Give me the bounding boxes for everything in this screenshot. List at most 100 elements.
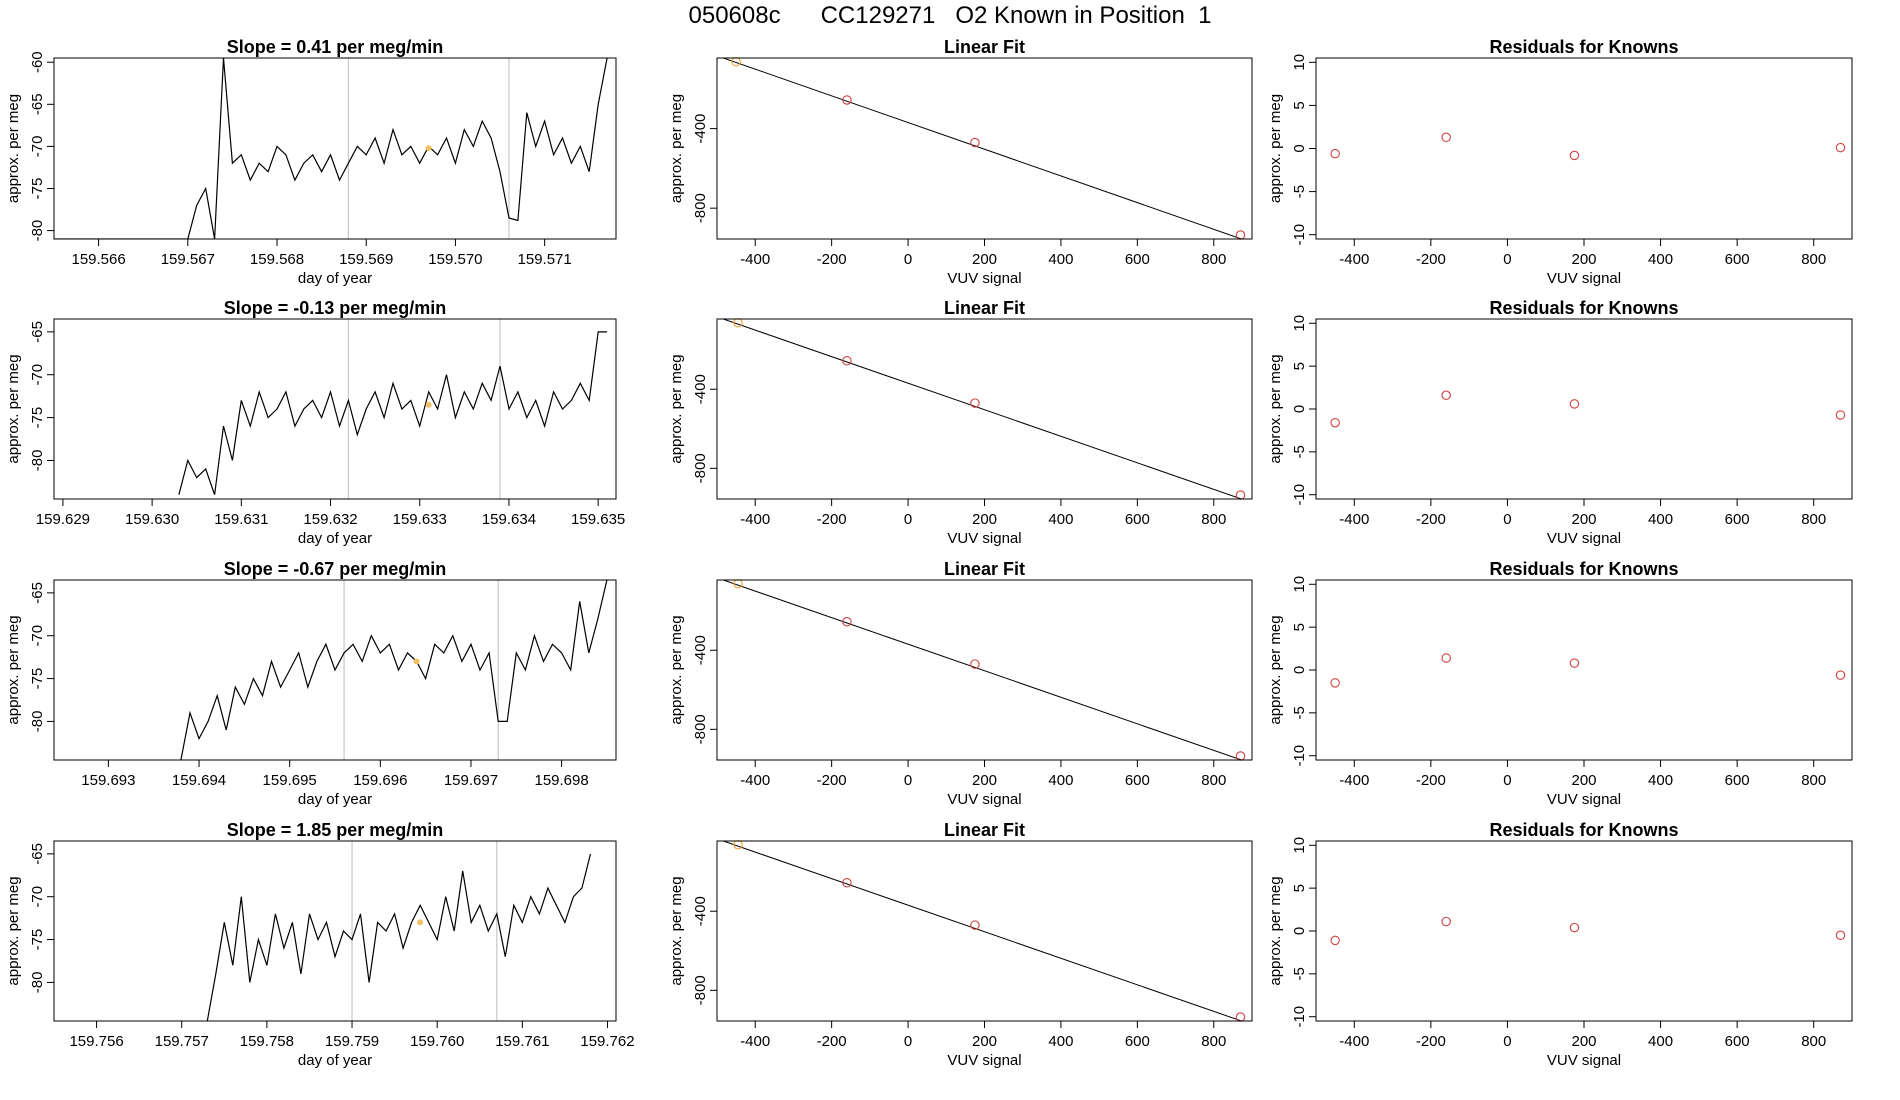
x-tick-label: 800 xyxy=(1801,251,1826,268)
x-axis-label: VUV signal xyxy=(947,530,1021,547)
y-tick-label: -75 xyxy=(29,929,46,951)
panel-frame xyxy=(1315,840,1853,1022)
y-tick-label: -10 xyxy=(1291,224,1308,246)
data-point xyxy=(1569,922,1580,933)
data-point xyxy=(842,616,852,627)
x-axis-label: VUV signal xyxy=(1547,530,1621,547)
y-tick-label: -80 xyxy=(29,711,46,733)
data-point xyxy=(1569,150,1580,161)
x-axis-label: day of year xyxy=(298,791,372,808)
x-tick-label: 200 xyxy=(972,251,997,268)
y-tick-label: 5 xyxy=(1291,623,1308,631)
panel-2-1: Slope = -0.13 per meg/min 159.629 159.630 1… xyxy=(5,298,625,547)
y-tick-label: -60 xyxy=(29,51,46,73)
x-tick-label: 0 xyxy=(904,1033,912,1050)
y-tick-label: -70 xyxy=(29,136,46,158)
x-tick-label: 800 xyxy=(1801,772,1826,789)
x-tick-label: 200 xyxy=(1571,251,1596,268)
x-tick-label: 800 xyxy=(1801,1033,1826,1050)
data-point xyxy=(970,659,980,669)
y-tick-label: 10 xyxy=(1291,837,1308,854)
x-tick-label: 159.696 xyxy=(353,772,407,789)
x-tick-label: -200 xyxy=(1416,511,1446,528)
data-point xyxy=(1235,490,1246,500)
x-tick-label: 400 xyxy=(1048,772,1073,789)
data-point xyxy=(1835,670,1846,680)
x-tick-label: 800 xyxy=(1801,511,1826,528)
y-tick-label: -5 xyxy=(1291,185,1308,198)
y-tick-label: -5 xyxy=(1291,706,1308,719)
data-point xyxy=(1569,399,1580,409)
data-layer xyxy=(206,853,592,1021)
x-tick-label: -200 xyxy=(817,251,847,268)
panel-4-2: Linear Fit -400 -200 0 200 400 600 800 VUV signa… xyxy=(668,820,1253,1069)
x-tick-label: -400 xyxy=(1339,772,1369,789)
y-tick-label: -65 xyxy=(29,93,46,115)
x-tick-label: 400 xyxy=(1048,1033,1073,1050)
panel-3-2: Linear Fit -400 -200 0 200 400 600 800 VUV signa… xyxy=(668,559,1253,808)
x-tick-label: -200 xyxy=(817,511,847,528)
x-axis-label: day of year xyxy=(298,530,372,547)
x-tick-label: 159.698 xyxy=(534,772,588,789)
series-line xyxy=(178,331,608,495)
data-point xyxy=(1235,230,1246,240)
y-tick-label: -75 xyxy=(29,407,46,429)
data-layer xyxy=(54,58,608,239)
x-tick-label: 800 xyxy=(1201,251,1226,268)
y-tick-label: -65 xyxy=(29,582,46,604)
x-tick-label: 159.756 xyxy=(69,1033,123,1050)
panel-title: Residuals for Knowns xyxy=(1489,37,1678,57)
y-tick-label: 5 xyxy=(1291,101,1308,109)
x-tick-label: 159.694 xyxy=(172,772,226,789)
x-axis-label: VUV signal xyxy=(1547,791,1621,808)
data-point xyxy=(1835,930,1846,941)
fit-line xyxy=(721,319,1244,499)
data-layer xyxy=(721,319,1244,499)
y-tick-label: -75 xyxy=(29,178,46,200)
data-point xyxy=(970,398,980,408)
panel-frame xyxy=(716,579,1253,761)
x-tick-label: -400 xyxy=(740,511,770,528)
series-line xyxy=(180,580,608,760)
x-tick-label: 400 xyxy=(1048,511,1073,528)
y-tick-label: 10 xyxy=(1291,54,1308,71)
x-tick-label: -400 xyxy=(740,772,770,789)
data-point xyxy=(1569,658,1580,668)
x-axis-label: VUV signal xyxy=(1547,1052,1621,1069)
x-tick-label: 159.629 xyxy=(36,511,90,528)
panel-4-3: Residuals for Knowns -400 -200 0 200 400 600 80… xyxy=(1267,820,1853,1069)
data-point xyxy=(1441,390,1451,401)
x-tick-label: 0 xyxy=(1503,772,1511,789)
data-layer xyxy=(721,580,1244,760)
panel-1-1: Slope = 0.41 per meg/min 159.566 159.567 15… xyxy=(5,37,617,287)
panel-title: Slope = -0.13 per meg/min xyxy=(224,298,447,318)
fit-line xyxy=(721,580,1244,760)
y-tick-label: -10 xyxy=(1291,484,1308,506)
y-tick-label: -10 xyxy=(1291,745,1308,767)
y-tick-label: 10 xyxy=(1291,576,1308,593)
y-tick-label: -70 xyxy=(29,886,46,908)
x-tick-label: 0 xyxy=(1503,1033,1511,1050)
y-axis-label: approx. per meg xyxy=(1267,876,1284,985)
data-point xyxy=(842,355,852,366)
x-tick-label: 400 xyxy=(1648,772,1673,789)
y-tick-label: 0 xyxy=(1291,927,1308,935)
x-tick-label: 159.570 xyxy=(428,251,482,268)
y-tick-label: -70 xyxy=(29,364,46,386)
x-tick-label: 0 xyxy=(1503,251,1511,268)
panel-title: Linear Fit xyxy=(944,559,1025,579)
panel-frame xyxy=(716,840,1253,1022)
x-tick-label: 159.568 xyxy=(250,251,304,268)
data-point xyxy=(1835,142,1846,153)
x-tick-label: 200 xyxy=(972,511,997,528)
y-axis-label: approx. per meg xyxy=(668,876,685,985)
x-tick-label: 159.635 xyxy=(571,511,625,528)
y-tick-label: -80 xyxy=(29,220,46,242)
highlight-point xyxy=(425,145,432,152)
highlight-point xyxy=(425,401,432,408)
x-tick-label: 159.566 xyxy=(71,251,125,268)
x-tick-label: 159.632 xyxy=(303,511,357,528)
y-tick-label: -10 xyxy=(1291,1006,1308,1028)
y-tick-label: -800 xyxy=(692,193,709,223)
x-tick-label: 600 xyxy=(1725,1033,1750,1050)
